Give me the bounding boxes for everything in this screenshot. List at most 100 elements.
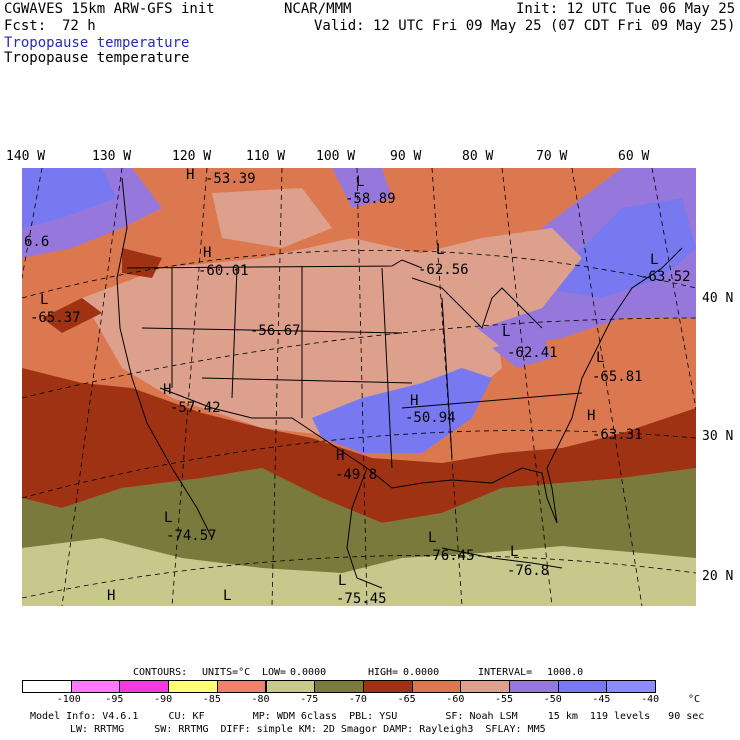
forecast-label: Fcst: [4,18,47,34]
color-scale-tick-label: -65 [397,694,416,705]
lon-line [356,168,368,606]
mexico-gulf-coast [346,467,383,589]
extremum-value: -60.01 [198,263,249,279]
extremum-marker: H [163,382,172,398]
lat-label: 30 N [702,429,734,444]
color-scale-swatch [119,680,170,693]
temp-band-dark-red-patch [42,298,102,333]
extremum-marker: L [164,510,173,526]
state-border [441,297,453,459]
state-border [381,267,393,469]
extremum-marker: L [596,350,605,366]
color-scale-swatch [22,680,72,693]
color-scale-swatch [168,680,218,693]
temp-band-dark-red [22,368,696,523]
extremum-marker: H [587,408,596,424]
lon-label: 140 W [6,149,46,164]
lat-label: 40 N [702,291,734,306]
contours-high: 0.0000 [403,667,440,678]
great-lakes [411,277,543,329]
lon-label: 110 W [246,149,286,164]
color-scale-tick-label: -70 [348,694,367,705]
us-mexico-border [159,387,368,469]
state-border [401,392,583,409]
contours-low: 0.0000 [290,667,327,678]
extremum-value: -63.52 [640,269,691,285]
lon-label: 80 W [462,149,494,164]
color-scale-tick-label: -100 [56,694,81,705]
model-info-line-1: Model Info: V4.6.1 CU: KF MP: WDM 6class… [30,711,705,722]
extremum-value: -53.39 [205,171,256,187]
color-scale-tick-label: -75 [300,694,319,705]
model-info-line-2: LW: RRTMG SW: RRTMG DIFF: simple KM: 2D … [70,724,546,735]
cold-region-central [312,368,492,453]
extremum-value: -76.8 [507,563,550,579]
lon-line [171,168,208,606]
extremum-value: -62.41 [507,345,558,361]
color-scale-swatch [509,680,559,693]
lon-label: 120 W [172,149,212,164]
color-scale-swatch [216,680,267,693]
west-coast [116,177,213,539]
extremum-marker: L [338,573,347,589]
extremum-marker: L [223,588,232,604]
contours-units: UNITS=°C [202,667,251,678]
extremum-value: -57.42 [170,400,221,416]
extremum-value: -56.67 [250,323,301,339]
extremum-marker: L [356,174,365,190]
contours-interval-label: INTERVAL= [478,667,533,678]
color-scale-tick-label: -60 [446,694,465,705]
contours-label: CONTOURS: [133,667,188,678]
forecast-hours: 72 h [62,18,96,34]
gulf-atlantic-coast [366,247,683,524]
color-scale-tick-label: -95 [105,694,124,705]
lon-line [22,168,43,280]
contours-low-label: LOW= [262,667,287,678]
extremum-marker: H [336,448,345,464]
color-scale-swatch [411,680,462,693]
extremum-marker: L [436,242,445,258]
lon-line [431,168,463,606]
extremum-marker: L [428,530,437,546]
extremum-marker: H [203,245,212,261]
extremum-value: -74.57 [166,528,217,544]
cold-region-east [492,333,552,368]
cold-region-northeast-core [542,198,696,298]
temp-band-khaki [22,538,696,606]
caribbean-islands [441,547,563,569]
extremum-value: -65.37 [30,310,81,326]
color-scale-tick-label: -45 [592,694,611,705]
extremum-marker: L [40,292,49,308]
lon-line [271,168,283,606]
color-scale-swatch [557,680,608,693]
us-canada-border [126,259,423,269]
color-scale-unit: °C [688,694,701,705]
lon-line [571,168,643,606]
color-scale-tick-label: -85 [202,694,221,705]
lat-line-50n [22,249,696,299]
model-title: CGWAVES 15km ARW-GFS init [4,1,215,17]
extremum-value: -76.45 [424,548,475,564]
extremum-value: -50.94 [405,410,456,426]
field-title-secondary: Tropopause temperature [4,50,190,66]
valid-time: Valid: 12 UTC Fri 09 May 25 (07 CDT Fri … [314,18,736,34]
temp-band-dark-red-patch [122,248,162,278]
geographic-outlines [116,177,683,589]
state-border [201,377,413,384]
lon-label: 90 W [390,149,422,164]
extremum-value: 6.6 [24,234,50,250]
color-scale-swatch [314,680,364,693]
temp-band-pink-northeast [402,228,582,328]
extremum-marker: L [650,252,659,268]
temp-band-pink-north [212,188,332,248]
color-scale-tick-label: -90 [154,694,173,705]
tropopause-temperature-map [22,168,696,606]
extremum-marker: L [502,324,511,340]
lon-label: 60 W [618,149,650,164]
lat-line-20n [22,555,696,599]
color-scale-tick-label: -80 [251,694,270,705]
state-border [141,327,403,334]
color-scale-swatch [362,680,413,693]
extremum-marker: L [510,544,519,560]
init-time: Init: 12 UTC Tue 06 May 25 [516,1,736,17]
